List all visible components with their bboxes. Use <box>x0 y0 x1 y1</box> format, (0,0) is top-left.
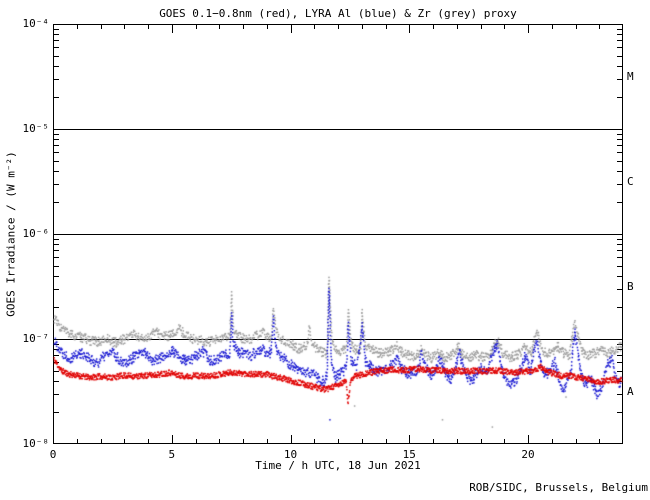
x-axis-label: Time / h UTC, 18 Jun 2021 <box>255 459 421 472</box>
y-tick-label: 10⁻⁸ <box>22 437 50 450</box>
y-tick-label: 10⁻⁶ <box>22 227 50 240</box>
x-tick-label: 0 <box>49 448 57 461</box>
credit-text: ROB/SIDC, Brussels, Belgium <box>469 481 648 494</box>
y-tick-label: 10⁻⁴ <box>22 17 50 30</box>
x-tick-label: 15 <box>402 448 416 461</box>
flare-class-label: A <box>627 384 634 398</box>
y-tick-label: 10⁻⁷ <box>22 332 50 345</box>
y-tick-label: 10⁻⁵ <box>22 122 50 135</box>
x-tick-label: 5 <box>168 448 176 461</box>
x-tick-label: 10 <box>283 448 298 461</box>
flare-class-label: M <box>627 69 634 83</box>
flare-class-label: B <box>627 279 634 293</box>
flare-class-label: C <box>627 174 634 188</box>
chart-title: GOES 0.1−0.8nm (red), LYRA Al (blue) & Z… <box>159 7 517 20</box>
x-tick-label: 20 <box>521 448 535 461</box>
